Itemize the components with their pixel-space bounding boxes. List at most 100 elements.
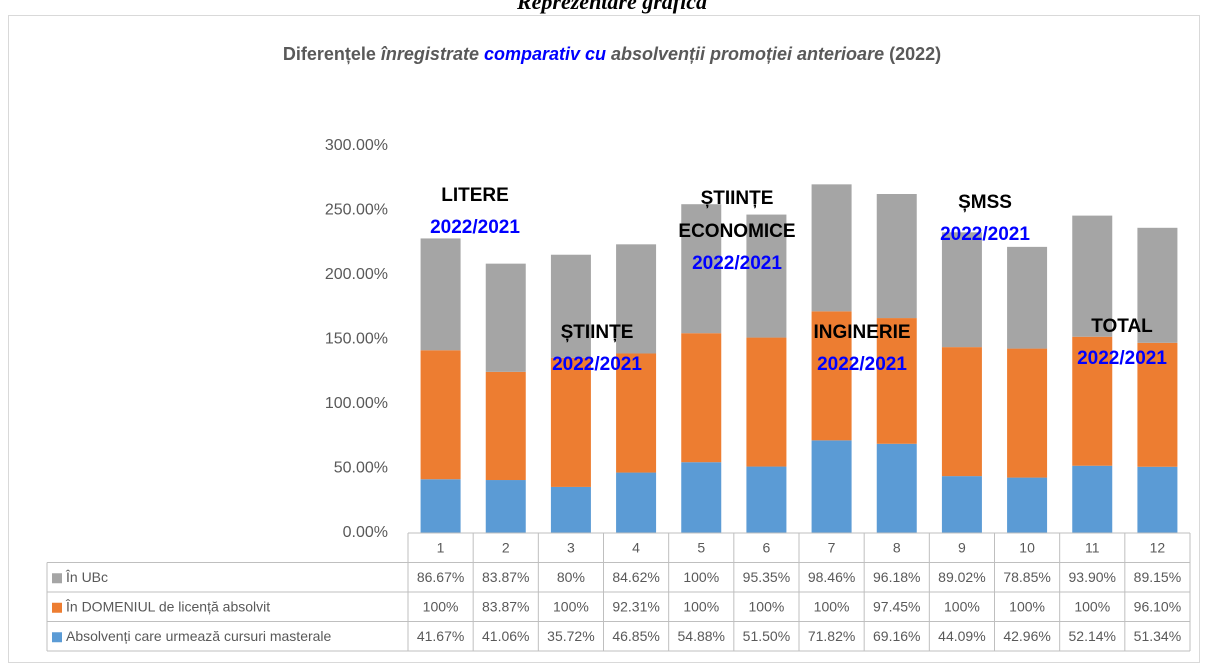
table-value: 42.96% <box>1003 628 1050 644</box>
table-value: 89.15% <box>1134 569 1181 585</box>
bar-segment <box>1072 336 1113 466</box>
bar-segment <box>1007 246 1048 349</box>
bar-segment <box>1137 227 1178 343</box>
title-part: (2022) <box>889 44 941 64</box>
bar-segment <box>681 462 722 533</box>
bar-segment <box>420 238 461 351</box>
bar-segment <box>681 333 722 463</box>
annotation: ECONOMICE <box>678 221 795 242</box>
table-value: 89.02% <box>938 569 985 585</box>
bar-segment <box>811 311 852 441</box>
bar-segment <box>616 472 657 533</box>
bar-segment <box>876 318 917 444</box>
table-value: 95.35% <box>743 569 790 585</box>
bar-segment <box>616 244 657 354</box>
annotation: LITERE <box>441 185 509 206</box>
table-value: 100% <box>423 598 459 614</box>
x-tick-label: 10 <box>1019 539 1035 555</box>
bar-segment <box>811 184 852 312</box>
table-value: 44.09% <box>938 628 985 644</box>
legend-label: Absolvenți care urmează cursuri masteral… <box>66 628 332 644</box>
x-tick-label: 6 <box>763 539 771 555</box>
table-value: 98.46% <box>808 569 855 585</box>
bar-segment <box>1072 465 1113 533</box>
y-tick-label: 250.00% <box>325 202 388 219</box>
annotation: INGINERIE <box>813 322 910 343</box>
bar-segment <box>746 337 787 467</box>
annotation-sub: 2022/2021 <box>817 354 907 375</box>
table-value: 100% <box>553 598 589 614</box>
annotation: ȘTIINȚE <box>701 188 774 209</box>
bar-segment <box>1137 466 1178 533</box>
y-tick-label: 0.00% <box>343 524 388 541</box>
bar-segment <box>616 353 657 473</box>
y-tick-label: 100.00% <box>325 395 388 412</box>
bar-segment <box>550 357 591 487</box>
bar-segment <box>941 476 982 533</box>
table-value: 96.18% <box>873 569 920 585</box>
x-tick-label: 5 <box>697 539 705 555</box>
table-value: 97.45% <box>873 598 920 614</box>
title-part: absolvenții promoției anterioare <box>611 44 889 64</box>
table-value: 71.82% <box>808 628 855 644</box>
table-value: 93.90% <box>1069 569 1116 585</box>
bar-segment <box>1007 477 1048 533</box>
table-value: 51.50% <box>743 628 790 644</box>
annotation-sub: 2022/2021 <box>430 217 520 238</box>
table-value: 100% <box>814 598 850 614</box>
title-part: înregistrate <box>381 44 484 64</box>
table-value: 78.85% <box>1003 569 1050 585</box>
table-value: 83.87% <box>482 598 529 614</box>
annotation-sub: 2022/2021 <box>692 253 782 274</box>
bar-segment <box>485 371 526 481</box>
table-value: 100% <box>749 598 785 614</box>
table-value: 100% <box>1074 598 1110 614</box>
y-tick-label: 50.00% <box>334 460 388 477</box>
y-tick-label: 300.00% <box>325 137 388 154</box>
annotation-sub: 2022/2021 <box>552 354 642 375</box>
table-value: 69.16% <box>873 628 920 644</box>
x-tick-label: 3 <box>567 539 575 555</box>
x-tick-label: 7 <box>828 539 836 555</box>
table-value: 100% <box>1009 598 1045 614</box>
heading: Reprezentare grafică <box>516 0 707 14</box>
table-value: 35.72% <box>547 628 594 644</box>
x-tick-label: 2 <box>502 539 510 555</box>
bar-segment <box>420 350 461 480</box>
annotation-sub: 2022/2021 <box>940 224 1030 245</box>
x-tick-label: 12 <box>1150 539 1166 555</box>
bar-segment <box>550 486 591 533</box>
table-value: 83.87% <box>482 569 529 585</box>
table-value: 96.10% <box>1134 598 1181 614</box>
bar-segment <box>941 232 982 348</box>
bar-segment <box>941 347 982 477</box>
table-value: 54.88% <box>678 628 725 644</box>
annotation: TOTAL <box>1091 316 1153 337</box>
legend-swatch <box>52 573 62 584</box>
table-value: 92.31% <box>612 598 659 614</box>
annotation: ȘMSS <box>958 192 1012 213</box>
x-tick-label: 8 <box>893 539 901 555</box>
chart-title: Diferențele înregistrate comparativ cu a… <box>283 44 941 64</box>
table-value: 86.67% <box>417 569 464 585</box>
legend-label: În DOMENIUL de licență absolvit <box>65 598 270 614</box>
bar-segment <box>420 479 461 533</box>
annotation: ȘTIINȚE <box>561 322 634 343</box>
table-value: 41.67% <box>417 628 464 644</box>
bar-segment <box>811 440 852 533</box>
table-value: 52.14% <box>1069 628 1116 644</box>
bar-segment <box>485 263 526 372</box>
annotation-sub: 2022/2021 <box>1077 348 1167 369</box>
x-tick-label: 11 <box>1085 539 1100 555</box>
title-part: comparativ cu <box>484 44 611 64</box>
bar-segment <box>876 194 917 319</box>
table-value: 46.85% <box>612 628 659 644</box>
table-value: 100% <box>683 598 719 614</box>
table-value: 80% <box>557 569 585 585</box>
title-part: Diferențele <box>283 44 381 64</box>
bar-segment <box>681 204 722 334</box>
table-value: 41.06% <box>482 628 529 644</box>
legend-swatch <box>52 602 62 613</box>
y-tick-label: 200.00% <box>325 266 388 283</box>
